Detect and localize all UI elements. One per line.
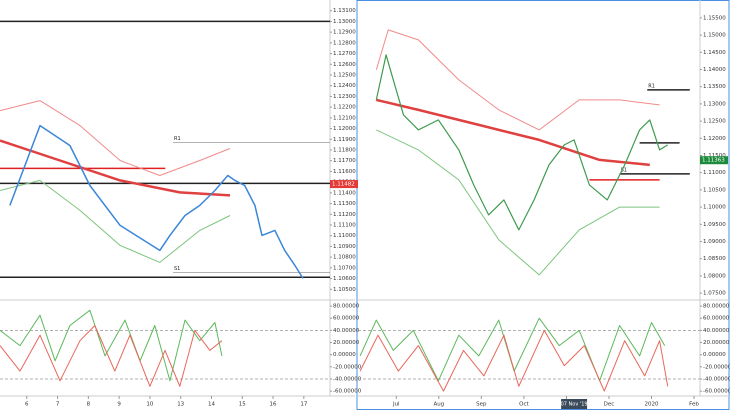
price-tag-label: 1.11482 xyxy=(332,182,355,188)
price-series xyxy=(0,100,231,176)
y-tick-label: 1.14000 xyxy=(703,67,726,73)
x-tick-label: 13 xyxy=(177,402,184,408)
y-tick-label: 1.11900 xyxy=(333,137,356,143)
y-tick-label: 1.13500 xyxy=(703,84,726,90)
x-tick-label: 8 xyxy=(87,402,91,408)
y-tick-label: 1.12500 xyxy=(333,73,356,79)
crosshair-date xyxy=(561,399,588,409)
price-tag-label: 1.11363 xyxy=(702,158,725,164)
y-tick-label: 1.10800 xyxy=(333,255,356,261)
y-tick-label: 1.10600 xyxy=(333,276,356,282)
y-tick-label: 0.00000 xyxy=(703,352,726,358)
level-label: S1 xyxy=(621,167,627,173)
y-tick-label: 60.00000 xyxy=(333,316,360,322)
x-tick-label: 17 xyxy=(300,402,307,408)
y-tick-label: 80.00000 xyxy=(333,304,360,310)
y-tick-label: 1.12100 xyxy=(333,115,356,121)
y-tick-label: 1.12800 xyxy=(333,40,356,46)
price-tag xyxy=(330,180,358,189)
price-series xyxy=(0,139,231,197)
x-tick-label: 16 xyxy=(270,402,277,408)
y-tick-label: 1.13000 xyxy=(703,101,726,107)
y-tick-label: 1.11300 xyxy=(333,201,356,207)
y-tick-label: 1.13000 xyxy=(333,19,356,25)
x-tick-label: 9 xyxy=(117,402,121,408)
price-series xyxy=(375,54,669,231)
price-series xyxy=(9,124,304,279)
y-tick-label: 40.00000 xyxy=(333,328,360,334)
y-tick-label: -20.00000 xyxy=(703,364,730,370)
y-tick-label: -60.00000 xyxy=(703,389,730,395)
y-tick-label: 1.12000 xyxy=(703,136,726,142)
y-tick-label: 1.15500 xyxy=(703,15,726,21)
y-tick-label: 1.10000 xyxy=(703,205,726,211)
y-tick-label: 1.12400 xyxy=(333,83,356,89)
y-tick-label: 1.12600 xyxy=(333,62,356,68)
x-tick-label: 15 xyxy=(239,402,246,408)
price-series xyxy=(0,179,231,263)
y-tick-label: 60.00000 xyxy=(703,316,730,322)
x-tick-label: Sep xyxy=(476,402,487,408)
price-tag xyxy=(700,156,728,165)
y-tick-label: 1.13100 xyxy=(333,8,356,14)
x-tick-label: 10 xyxy=(146,402,153,408)
y-tick-label: 1.07500 xyxy=(703,291,726,297)
y-tick-label: 1.08000 xyxy=(703,273,726,279)
y-tick-label: 1.12200 xyxy=(333,105,356,111)
x-tick-label: Dec xyxy=(604,402,615,408)
crosshair-date-label: 07 Nov '19 xyxy=(561,402,588,408)
y-tick-label: -60.00000 xyxy=(333,389,362,395)
y-tick-label: 1.09000 xyxy=(703,239,726,245)
x-tick-label: Jul xyxy=(392,402,400,408)
y-tick-label: 20.00000 xyxy=(333,340,360,346)
x-tick-label: 7 xyxy=(56,402,60,408)
price-series xyxy=(376,98,650,167)
y-tick-label: 1.12300 xyxy=(333,94,356,100)
y-tick-label: 1.10500 xyxy=(703,187,726,193)
x-tick-label: 14 xyxy=(208,402,215,408)
y-tick-label: 80.00000 xyxy=(703,304,730,310)
price-series xyxy=(0,325,223,387)
y-tick-label: 1.08500 xyxy=(703,256,726,262)
y-tick-label: 1.10700 xyxy=(333,265,356,271)
price-series xyxy=(376,129,660,276)
x-tick-label: Feb xyxy=(689,402,699,408)
y-tick-label: 40.00000 xyxy=(703,328,730,334)
price-series xyxy=(375,29,660,131)
y-tick-label: 1.11200 xyxy=(333,212,356,218)
y-tick-label: 1.11000 xyxy=(333,233,356,239)
y-tick-label: 1.11600 xyxy=(333,169,356,175)
level-label: S1 xyxy=(174,266,180,272)
price-series xyxy=(0,309,223,382)
y-tick-label: 1.11500 xyxy=(703,153,726,159)
y-tick-label: 20.00000 xyxy=(703,340,730,346)
y-tick-label: -20.00000 xyxy=(333,364,362,370)
y-tick-label: 1.12000 xyxy=(333,126,356,132)
y-tick-label: 1.12900 xyxy=(333,30,356,36)
x-tick-label: 2020 xyxy=(645,402,659,408)
y-tick-label: 1.11000 xyxy=(703,170,726,176)
level-label: R1 xyxy=(174,136,181,142)
x-tick-label: Aug xyxy=(433,402,444,408)
level-label: R1 xyxy=(648,83,655,89)
y-tick-label: 1.14500 xyxy=(703,50,726,56)
y-tick-label: 1.12700 xyxy=(333,51,356,57)
y-tick-label: 1.12500 xyxy=(703,119,726,125)
y-tick-label: 1.10900 xyxy=(333,244,356,250)
y-tick-label: 1.11700 xyxy=(333,158,356,164)
y-tick-label: 1.15000 xyxy=(703,33,726,39)
y-tick-label: 1.11100 xyxy=(333,223,356,229)
y-tick-label: 1.09500 xyxy=(703,222,726,228)
x-tick-label: 6 xyxy=(25,402,29,408)
y-tick-label: -40.00000 xyxy=(703,376,730,382)
x-tick-label: Oct xyxy=(519,402,529,408)
y-tick-label: -40.00000 xyxy=(333,376,362,382)
y-tick-label: 1.11400 xyxy=(333,190,356,196)
price-series xyxy=(359,329,669,392)
y-tick-label: 1.10500 xyxy=(333,287,356,293)
y-tick-label: 1.11800 xyxy=(333,148,356,154)
y-tick-label: 0.00000 xyxy=(333,352,356,358)
